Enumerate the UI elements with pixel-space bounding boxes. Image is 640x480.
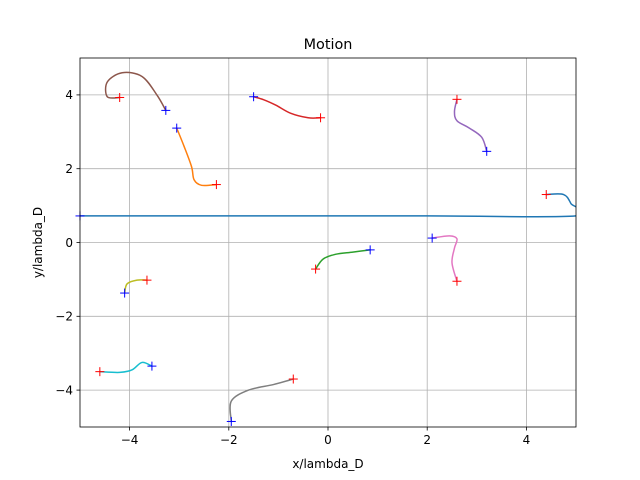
end-marker-8 [226, 416, 236, 426]
start-marker-4 [316, 113, 326, 123]
trajectory-line-8 [229, 378, 295, 423]
y-tick-label: −4 [55, 383, 73, 397]
end-marker-9 [120, 288, 130, 298]
start-marker-5 [452, 94, 462, 104]
trajectory-line-6 [104, 71, 167, 112]
x-tick-label: 4 [523, 433, 531, 447]
x-tick-label: 0 [324, 433, 332, 447]
end-marker-7 [427, 233, 437, 243]
trajectory-line-1 [80, 193, 576, 218]
start-marker-8 [288, 374, 298, 384]
start-marker-9 [142, 275, 152, 285]
trajectory-line-9 [123, 279, 148, 294]
y-tick-label: 0 [65, 236, 73, 250]
start-marker-1 [541, 190, 551, 200]
grid [80, 58, 576, 427]
trajectory-line-5 [453, 98, 488, 153]
trajectory-line-7 [431, 235, 458, 282]
x-axis-label: x/lambda_D [292, 457, 363, 471]
end-marker-6 [161, 105, 171, 115]
start-marker-2 [211, 180, 221, 190]
end-marker-2 [172, 123, 182, 133]
start-marker-6 [115, 92, 125, 102]
end-marker-10 [147, 361, 157, 371]
series-layer [80, 71, 576, 423]
x-tick-label: −2 [220, 433, 238, 447]
trajectory-line-10 [99, 361, 153, 374]
y-tick-label: 4 [65, 88, 73, 102]
trajectory-line-2 [175, 127, 218, 187]
tick-layer: −4 −2 0 2 4 −4 −2 0 2 4 [55, 88, 530, 447]
y-tick-label: 2 [65, 162, 73, 176]
trajectory-line-3 [314, 249, 371, 270]
marker-layer [75, 92, 551, 426]
y-axis-label: y/lambda_D [31, 207, 45, 278]
start-marker-3 [311, 264, 321, 274]
end-marker-5 [482, 146, 492, 156]
trajectory-line-4 [252, 96, 322, 119]
chart-title: Motion [304, 37, 353, 53]
x-tick-label: 2 [423, 433, 431, 447]
x-tick-label: −4 [121, 433, 139, 447]
start-marker-7 [452, 276, 462, 286]
y-tick-label: −2 [55, 310, 73, 324]
end-marker-3 [365, 245, 375, 255]
start-marker-10 [95, 367, 105, 377]
end-marker-4 [249, 92, 259, 102]
